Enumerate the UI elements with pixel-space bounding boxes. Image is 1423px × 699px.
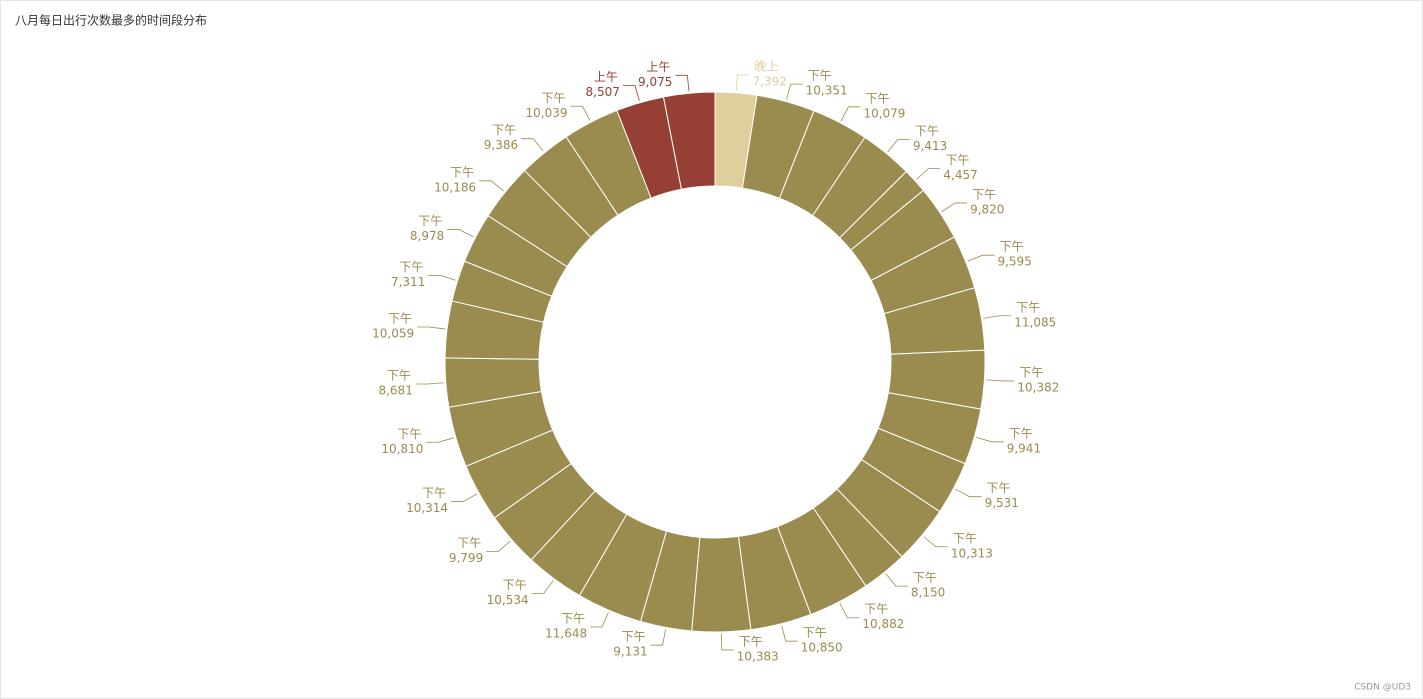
value-label: 9,131 [613,645,647,659]
value-label: 10,882 [862,617,904,631]
value-label: 7,392 [752,74,786,88]
watermark: CSDN @UD3 [1354,683,1411,693]
value-label: 10,059 [372,327,414,341]
slice-label: 下午 [1016,300,1040,314]
slice-label: 下午 [561,611,585,625]
leader-line [521,138,544,152]
leader-line [479,180,504,192]
value-label: 9,386 [484,138,518,152]
leader-line [622,84,640,101]
slice-label: 下午 [1009,426,1033,440]
leader-line [887,139,910,153]
value-label: 10,186 [434,180,476,194]
leader-line [976,436,1004,443]
leader-line [735,74,750,91]
leader-line [415,382,444,385]
chart-title: 八月每日出行次数最多的时间段分布 [15,13,207,28]
value-label: 9,531 [985,496,1019,510]
slice-label: 下午 [503,578,527,592]
leader-line [675,74,690,92]
slice-label: 下午 [864,602,888,616]
leader-line [885,573,908,587]
slice-label: 下午 [953,531,977,545]
leader-line [570,105,591,121]
slice-label: 下午 [1019,365,1043,379]
slice-label: 上午 [646,60,670,74]
leader-line [786,83,803,100]
slice-label: 下午 [457,536,481,550]
leader-line [720,633,734,651]
value-label: 10,383 [737,649,779,663]
value-label: 8,507 [586,85,620,99]
value-label: 10,039 [526,106,568,120]
leader-line [781,625,798,642]
leader-line [650,629,666,646]
slice-label: 下午 [542,91,566,105]
slice-label: 下午 [418,214,442,228]
slice-label: 下午 [399,260,423,274]
value-label: 9,799 [449,551,483,565]
value-label: 10,850 [801,641,843,655]
value-label: 9,941 [1007,441,1041,455]
value-label: 7,311 [391,275,425,289]
value-label: 10,810 [381,442,423,456]
leader-line [983,315,1012,319]
value-label: 10,313 [951,546,993,560]
leader-line [967,254,995,262]
value-label: 9,413 [913,139,947,153]
slice-label: 下午 [387,368,411,382]
value-label: 11,085 [1014,315,1056,329]
slice-label: 下午 [972,187,996,201]
value-label: 9,595 [997,255,1031,269]
pie-slice [662,91,716,190]
slice-label: 下午 [987,481,1011,495]
leader-line [986,379,1015,382]
value-label: 9,820 [970,202,1004,216]
slice-label: 下午 [915,124,939,138]
value-label: 11,648 [545,626,587,640]
leader-line [426,437,454,443]
leader-line [955,488,982,498]
value-label: 8,978 [410,229,444,243]
slice-label: 下午 [999,240,1023,254]
value-label: 10,534 [487,593,529,607]
leader-line [916,168,941,180]
leader-line [923,536,948,548]
leader-line [428,274,456,281]
slice-label: 下午 [492,123,516,137]
slice-label: 下午 [865,91,889,105]
leader-line [531,580,554,594]
leader-line [451,493,478,502]
slice-label: 下午 [945,153,969,167]
value-label: 4,457 [943,168,977,182]
leader-line [590,612,609,628]
leader-line [941,202,968,213]
slice-label: 下午 [808,69,832,83]
value-label: 10,351 [806,84,848,98]
slice-label: 下午 [913,571,937,585]
value-label: 10,314 [406,501,448,515]
value-label: 8,681 [378,383,412,397]
leader-line [840,106,861,122]
slice-label: 下午 [622,630,646,644]
leader-line [839,603,860,619]
slice-label: 晚上 [754,59,778,73]
slice-label: 上午 [594,70,618,84]
value-label: 9,075 [638,75,672,89]
leader-line [417,326,446,330]
slice-label: 下午 [803,626,827,640]
leader-line [486,540,511,552]
slice-label: 下午 [450,165,474,179]
slice-label: 下午 [388,312,412,326]
value-label: 8,150 [911,586,945,600]
slice-label: 下午 [422,486,446,500]
value-label: 10,382 [1017,380,1059,394]
slice-label: 下午 [739,634,763,648]
leader-line [447,229,474,238]
slice-label: 下午 [397,427,421,441]
value-label: 10,079 [863,106,905,120]
